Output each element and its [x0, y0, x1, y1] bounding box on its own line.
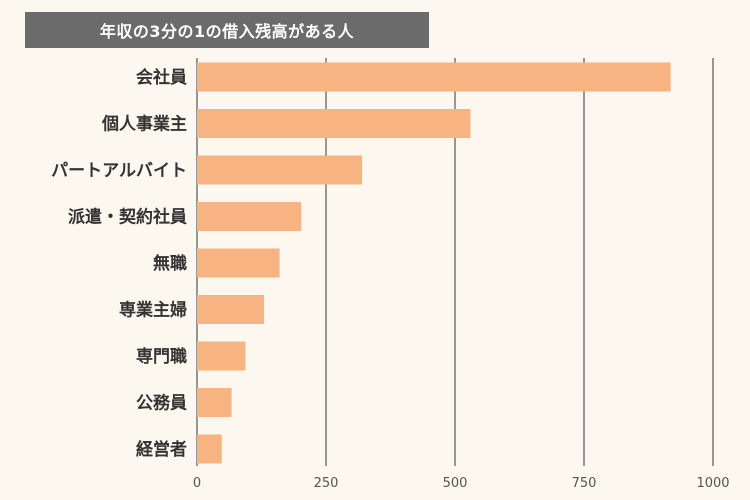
tick-label: 500 [443, 476, 468, 491]
tick-label: 750 [572, 476, 597, 491]
category-label: 無職 [153, 253, 187, 274]
bar [197, 295, 265, 324]
category-label: 会社員 [136, 67, 187, 88]
tick-labels: 0 250 500 750 1000 [193, 476, 730, 491]
category-label: 派遣・契約社員 [68, 207, 187, 228]
bar [197, 202, 302, 231]
bar [197, 388, 232, 417]
bar [197, 434, 222, 464]
bar [197, 155, 363, 185]
bar [197, 248, 280, 278]
category-label: 個人事業主 [101, 114, 187, 135]
tick-label: 0 [193, 476, 201, 491]
category-label: 専門職 [136, 346, 187, 367]
tick-label: 250 [314, 476, 339, 491]
category-label: 専業主婦 [119, 300, 187, 321]
bar [197, 341, 246, 371]
tick-label: 1000 [696, 476, 729, 491]
category-label: パートアルバイト [51, 161, 187, 181]
category-label: 公務員 [136, 393, 187, 414]
bars [197, 62, 671, 464]
category-label: 経営者 [136, 439, 187, 460]
bar [197, 62, 671, 92]
bar [197, 109, 471, 138]
chart-title: 年収の3分の1の借入残高がある人 [25, 12, 429, 48]
